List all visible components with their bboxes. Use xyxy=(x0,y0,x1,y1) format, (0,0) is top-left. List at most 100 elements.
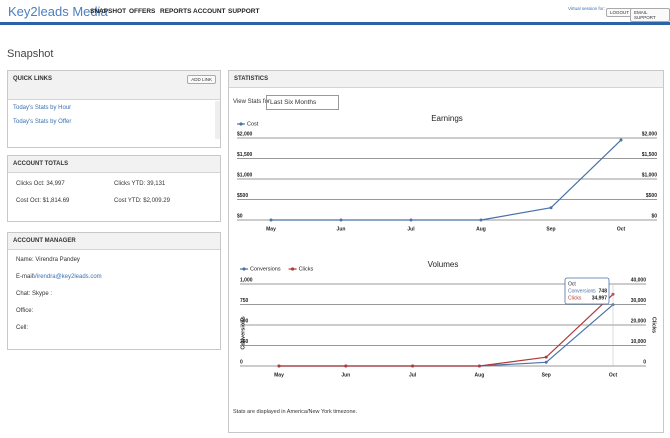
nav-item[interactable]: SNAPSHOT xyxy=(90,8,127,15)
tooltip-sep: : xyxy=(593,295,594,301)
y-tick-label: $500 xyxy=(237,193,248,199)
manager-cell: Cell: xyxy=(16,325,29,331)
legend-label: Cost xyxy=(247,121,259,127)
y-tick-label-right: $1,500 xyxy=(642,152,658,158)
manager-chat: Chat: Skype : xyxy=(16,291,53,297)
tooltip-series: Clicks xyxy=(568,295,582,301)
legend-label: Conversions xyxy=(250,266,281,272)
logo[interactable]: Key2leads Media xyxy=(8,4,108,19)
quick-links-panel: QUICK LINKS ADD LINK Today's Stats by Ho… xyxy=(7,70,221,148)
y-tick-label-right: $0 xyxy=(651,213,657,219)
chart-title: Volumes xyxy=(428,260,459,269)
data-point xyxy=(544,355,548,359)
legend-marker xyxy=(290,267,295,271)
nav-item[interactable]: REPORTS xyxy=(160,8,192,15)
nav-item[interactable]: SUPPORT xyxy=(228,8,260,15)
y-tick-label: 1,000 xyxy=(240,277,253,283)
total: Clicks YTD: 39,131 xyxy=(114,181,166,187)
legend-marker xyxy=(239,122,243,126)
x-tick-label: Jul xyxy=(409,372,417,378)
data-point xyxy=(477,364,481,368)
manager-email[interactable]: Virendra@key2leads.com xyxy=(33,274,102,280)
data-point xyxy=(479,218,483,222)
quick-link[interactable]: Today's Stats by Offer xyxy=(13,119,72,125)
page-title: Snapshot xyxy=(7,48,54,60)
data-point xyxy=(549,206,553,210)
x-tick-label: May xyxy=(274,372,284,378)
x-tick-label: Sep xyxy=(542,372,551,378)
x-tick-label: Sep xyxy=(546,226,555,232)
data-point xyxy=(277,364,281,368)
tooltip-value: 34,997 xyxy=(592,295,608,301)
y-tick-label: $2,000 xyxy=(237,131,253,137)
x-tick-label: Oct xyxy=(617,226,626,232)
tooltip-box xyxy=(564,277,610,305)
data-point xyxy=(544,360,548,364)
panel-title: STATISTICS xyxy=(229,71,663,88)
y-tick-label: 0 xyxy=(240,359,243,365)
y-tick-label-right: $1,000 xyxy=(642,172,658,178)
account-totals-panel: ACCOUNT TOTALS Clicks Oct: 34,997 Clicks… xyxy=(7,155,221,222)
x-tick-label: Aug xyxy=(476,226,486,232)
email-support-button[interactable]: EMAIL SUPPORT xyxy=(630,8,670,22)
manager-name: Name: Virendra Pandey xyxy=(16,257,80,263)
y-tick-label: 500 xyxy=(240,318,249,324)
y2-axis-label: Clicks xyxy=(651,317,657,333)
chart-title: Earnings xyxy=(431,114,463,123)
scrollbar[interactable] xyxy=(215,101,220,139)
series-line xyxy=(279,293,614,367)
nav-item[interactable]: OFFERS xyxy=(129,8,156,15)
data-point xyxy=(411,364,415,368)
data-point xyxy=(619,138,623,142)
period-select[interactable]: Last Six Months xyxy=(266,95,339,110)
tooltip-title: Oct xyxy=(568,281,576,287)
series-line xyxy=(279,304,614,367)
panel-title: ACCOUNT TOTALS xyxy=(8,156,220,173)
footnote: Stats are displayed in America/New York … xyxy=(233,409,358,415)
total: Cost Oct: $1,814.69 xyxy=(16,198,70,204)
data-point xyxy=(269,218,273,222)
x-tick-label: Jun xyxy=(341,372,350,378)
legend-marker xyxy=(242,267,246,271)
y2-tick-label: 20,000 xyxy=(631,318,647,324)
y2-tick-label: 40,000 xyxy=(631,277,647,283)
total: Cost YTD: $2,009.29 xyxy=(114,198,170,204)
data-point xyxy=(344,364,348,368)
panel-title: ACCOUNT MANAGER xyxy=(8,233,220,250)
statistics-panel: STATISTICS View Stats for Last Six Month… xyxy=(228,70,664,433)
tooltip-series: Conversions xyxy=(568,288,596,294)
panel-title-text: QUICK LINKS xyxy=(13,76,52,82)
manager-email-label: E-mail: xyxy=(16,274,35,280)
y-axis-label: Conversions xyxy=(240,316,246,349)
x-tick-label: Jul xyxy=(407,226,415,232)
tooltip-sep: : xyxy=(593,288,594,294)
header-bar xyxy=(0,22,670,25)
total: Clicks Oct: 34,997 xyxy=(16,181,65,187)
y-tick-label: 750 xyxy=(240,298,249,304)
y-tick-label-right: $500 xyxy=(646,193,657,199)
series-line xyxy=(271,139,622,221)
x-tick-label: Oct xyxy=(609,372,618,378)
panel-title: QUICK LINKS xyxy=(8,71,220,100)
filter-label: View Stats for xyxy=(233,99,270,105)
y2-tick-label: 0 xyxy=(643,359,646,365)
y-tick-label-right: $2,000 xyxy=(642,131,658,137)
tooltip-value: 748 xyxy=(599,288,608,294)
nav-item[interactable]: ACCOUNT xyxy=(193,8,226,15)
add-link-button[interactable]: ADD LINK xyxy=(187,75,216,84)
quick-link[interactable]: Today's Stats by Hour xyxy=(13,105,72,111)
legend-label: Clicks xyxy=(299,266,314,272)
y-tick-label: $1,000 xyxy=(237,172,253,178)
y-tick-label: 250 xyxy=(240,339,249,345)
x-tick-label: Aug xyxy=(475,372,485,378)
account-manager-panel: ACCOUNT MANAGER Name: Virendra Pandey E-… xyxy=(7,232,221,350)
data-point xyxy=(339,218,343,222)
x-tick-label: Jun xyxy=(337,226,346,232)
session-label: Virtual session for: xyxy=(568,6,605,11)
y-tick-label: $0 xyxy=(237,213,243,219)
data-point xyxy=(409,218,413,222)
y2-tick-label: 10,000 xyxy=(631,339,647,345)
x-tick-label: May xyxy=(266,226,276,232)
